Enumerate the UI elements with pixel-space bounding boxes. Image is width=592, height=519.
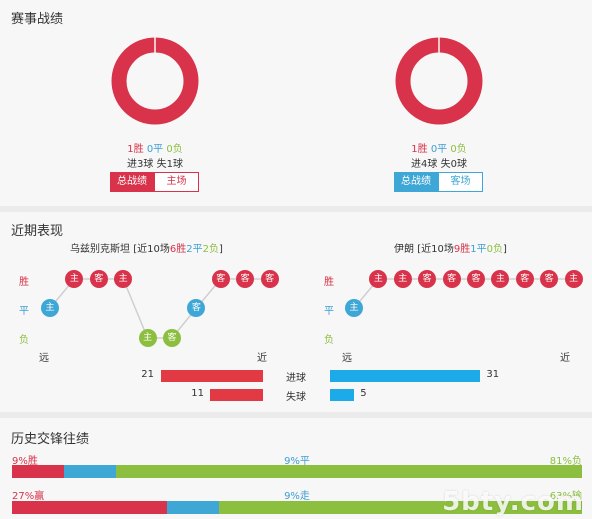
left-axis-near: 近 (257, 353, 267, 364)
left-record-donut (111, 37, 199, 125)
watermark: 5bty.com (442, 487, 584, 517)
left-draw-count: 0平 (146, 144, 164, 155)
left-team-name: 乌兹别克斯坦 (70, 244, 130, 255)
left-form-line (49, 278, 270, 339)
right-form-node: 客 (540, 270, 559, 288)
section-title: 近期表现 (11, 224, 64, 239)
right-goals-summary: 进4球 失0球 (411, 159, 467, 170)
right-axis-far: 远 (342, 353, 352, 364)
right-draw-count: 0平 (430, 144, 448, 155)
left-loss-count: 0负 (166, 144, 183, 155)
right-form-chart (353, 278, 574, 309)
left-conceded-bar (209, 389, 263, 401)
right-tab-overall[interactable]: 总战绩 (394, 172, 438, 192)
right-axis-near: 近 (560, 353, 570, 364)
left-axis-draw: 平 (19, 306, 29, 317)
right-form-node: 客 (442, 270, 461, 288)
history-row1-loss: 81%负 (549, 456, 582, 467)
history-row2-win: 27%赢 (12, 491, 45, 502)
section-title: 历史交锋往绩 (11, 432, 90, 447)
right-form-line (353, 278, 574, 309)
right-form-node: 客 (515, 270, 534, 288)
hist-row1-segment-w (12, 465, 64, 478)
left-axis-loss: 负 (19, 335, 29, 346)
right-loss-count: 0负 (450, 144, 467, 155)
history-row1-bar (12, 465, 582, 478)
history-row2-loss: 63%输 (549, 491, 582, 502)
hist-row1-segment-d (63, 465, 116, 478)
left-form-node: 客 (211, 270, 230, 288)
left-scored-value: 21 (141, 369, 154, 380)
conceded-label: 失球 (286, 392, 306, 403)
right-form-node: 主 (345, 299, 363, 317)
right-form-node: 客 (467, 270, 485, 288)
record-section: 赛事战绩 1胜 0平 0负 进3球 失1球 总战绩 主场 1胜 0平 0负 进4… (0, 0, 592, 206)
hist-row1-segment-l (115, 465, 582, 478)
history-row1-win: 9%胜 (12, 456, 38, 467)
right-form-node: 主 (564, 270, 583, 288)
right-win-count: 1胜 (411, 144, 428, 155)
left-record-summary: 1胜 0平 0负 (100, 140, 210, 155)
right-record-summary: 1胜 0平 0负 (384, 140, 494, 155)
left-tab-home[interactable]: 主场 (154, 172, 199, 192)
left-tab-overall[interactable]: 总战绩 (110, 172, 154, 192)
history-row1-draw: 9%平 (284, 456, 310, 467)
recent-section: 近期表现 乌兹别克斯坦 [近10场6胜2平2负] 伊朗 [近10场9胜1平0负]… (0, 212, 592, 412)
hist-row2-segment-l (219, 501, 582, 514)
hist-row2-segment-w (12, 501, 168, 514)
history-row2-draw: 9%走 (284, 491, 310, 502)
right-axis-win: 胜 (324, 277, 334, 288)
left-conceded-value: 11 (191, 388, 204, 399)
right-conceded-bar (330, 389, 355, 401)
right-form-node: 主 (491, 270, 510, 288)
left-form-node: 主 (41, 299, 59, 317)
right-scored-bar (330, 370, 481, 382)
left-scored-bar (161, 370, 263, 382)
section-title: 赛事战绩 (11, 12, 64, 27)
right-record-donut (395, 37, 483, 125)
left-form-node: 主 (138, 329, 157, 347)
right-form-node: 主 (369, 270, 388, 288)
left-win-count: 1胜 (127, 144, 144, 155)
right-team-name: 伊朗 (394, 244, 414, 255)
left-axis-win: 胜 (19, 277, 29, 288)
left-form-node: 主 (65, 270, 84, 288)
left-form-node: 客 (163, 329, 181, 347)
left-form-node: 客 (187, 299, 206, 317)
right-team-header: 伊朗 [近10场9胜1平0负] (394, 244, 507, 255)
left-form-node: 客 (236, 270, 255, 288)
scored-label: 进球 (286, 373, 306, 384)
right-scored-value: 31 (486, 369, 500, 380)
hist-row2-segment-d (167, 501, 220, 514)
right-form-node: 主 (393, 270, 412, 288)
right-axis-draw: 平 (324, 306, 334, 317)
right-form-node: 客 (418, 270, 437, 288)
left-axis-far: 远 (39, 353, 49, 364)
right-conceded-value: 5 (360, 388, 367, 399)
left-form-chart (49, 278, 270, 339)
history-row2-bar (12, 501, 582, 514)
left-form-node: 主 (114, 270, 133, 288)
left-form-node: 客 (260, 270, 279, 288)
left-goals-summary: 进3球 失1球 (127, 159, 183, 170)
history-section: 历史交锋往绩 9%胜 9%平 81%负 27%赢 9%走 63%输 5bty.c… (0, 418, 592, 519)
right-tab-away[interactable]: 客场 (438, 172, 483, 192)
left-team-header: 乌兹别克斯坦 [近10场6胜2平2负] (70, 244, 223, 255)
left-form-node: 客 (89, 270, 108, 288)
right-axis-loss: 负 (324, 335, 334, 346)
